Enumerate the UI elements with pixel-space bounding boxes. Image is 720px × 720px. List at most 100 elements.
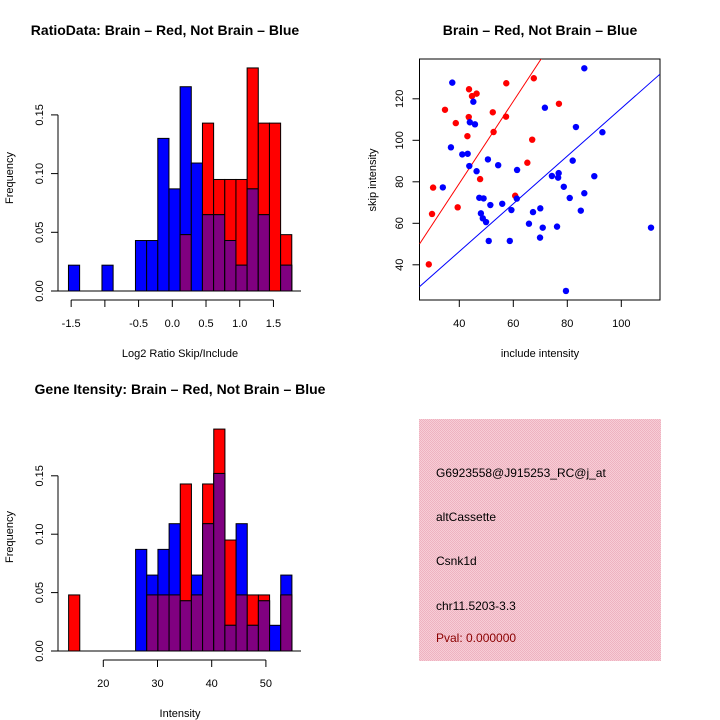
x-tick-label: 30 [151,678,163,690]
bar-overlap [280,264,293,292]
not-brain-point [581,190,588,197]
not-brain-point [572,123,580,131]
y-tick-label: 100 [394,131,406,149]
ratio-histogram-title: RatioData: Brain – Red, Not Brain – Blue [31,22,300,38]
scatter-title: Brain – Red, Not Brain – Blue [443,22,638,38]
brain-point [490,128,497,136]
not-brain-point [569,157,576,164]
not-brain-point [484,156,492,163]
not-brain-point [466,162,473,170]
ratio-histogram-axes: 0.00 0.05 0.10 0.15 -1.5 -0.5 0.0 0.5 1.0 1.5 [34,104,301,330]
x-tick-label: 80 [561,318,573,330]
not-brain-point [525,220,533,227]
not-brain-point [485,237,492,245]
y-tick-label: 0.00 [34,280,46,301]
bar-overlap [257,600,271,652]
not-brain-point [513,195,521,202]
not-brain-point [566,194,573,202]
bar-not-brain [157,137,170,292]
bar-not-brain [168,188,181,292]
y-tick-label: 0.05 [34,582,46,603]
intensity-histogram-title: Gene Itensity: Brain – Red, Not Brain – … [35,381,326,397]
x-tick-label: 0.5 [198,318,213,330]
not-brain-point [554,174,562,181]
x-tick-label: 60 [507,318,519,330]
not-brain-point [471,121,479,128]
bar-overlap [257,214,270,292]
ratio-histogram: RatioData: Brain – Red, Not Brain – Blue… [4,22,301,360]
x-tick-label: 0.0 [165,318,180,330]
bar-overlap [235,594,248,652]
intensity-histogram-ylabel: Frequency [4,511,16,563]
brain-point [473,90,480,97]
y-tick-label: 0.15 [34,465,46,486]
intensity-scatter: Brain – Red, Not Brain – Blue 40 60 80 1004… [367,22,661,360]
bar-overlap [280,594,293,652]
not-brain-point [506,237,513,245]
probe-id: G6923558@J915253_RC@j_at [436,466,606,480]
bar-overlap [202,523,215,652]
bar-not-brain [135,548,148,652]
not-brain-point [499,200,506,207]
bar-not-brain [101,264,114,292]
bar-overlap [179,234,192,292]
not-brain-point [647,224,655,231]
scatter-xlabel: include intensity [501,348,580,360]
not-brain-point [470,98,477,105]
not-brain-point [508,206,515,214]
brain-point [425,261,432,268]
brain-point [428,210,436,218]
not-brain-point [599,129,606,136]
brain-point [502,113,510,120]
y-tick-label: 0.10 [34,163,46,184]
brain-point [465,86,473,93]
x-tick-label: -1.5 [62,318,81,330]
bar-brain [268,122,282,292]
ratio-histogram-bars [67,67,293,292]
y-tick-label: 0.10 [34,523,46,544]
brain-point [465,113,472,121]
brain-point [429,184,437,191]
y-tick-label: 0.00 [34,640,46,661]
ratio-histogram-xlabel: Log2 Ratio Skip/Include [122,348,238,360]
y-tick-label: 0.15 [34,104,46,125]
y-tick-label: 120 [394,90,406,108]
x-tick-label: 100 [612,318,630,330]
y-tick-label: 40 [394,259,406,271]
x-tick-label: 1.0 [232,318,247,330]
not-brain-point [466,119,474,126]
not-brain-point [581,65,588,72]
bar-overlap [146,594,159,652]
bar-overlap [157,594,170,652]
scatter-plot-box [419,58,661,301]
not-brain-point [494,162,502,169]
intensity-histogram-xlabel: Intensity [160,708,201,720]
y-tick-label: 60 [394,217,406,229]
ratio-histogram-ylabel: Frequency [4,152,16,204]
bar-not-brain [67,264,81,292]
event-type: altCassette [436,510,496,524]
info-panel-background [419,419,661,661]
not-brain-point [513,166,521,174]
not-brain-point [536,234,544,241]
bar-brain [68,594,81,652]
not-brain-point [447,144,455,151]
not-brain-point [539,224,546,231]
not-brain-point [529,208,537,216]
not-brain-point [487,201,494,209]
bar-not-brain [269,624,282,652]
bar-overlap [168,594,181,652]
x-tick-label: 50 [260,678,272,690]
brain-point [555,100,563,107]
not-brain-point [449,79,456,86]
bar-not-brain [134,240,148,292]
info-panel: G6923558@J915253_RC@j_at altCassette Csn… [419,419,661,661]
intensity-histogram: Gene Itensity: Brain – Red, Not Brain – … [4,381,326,720]
intensity-histogram-axes: 0.00 0.05 0.10 0.15 20 30 40 50 [34,465,301,690]
not-brain-point [464,150,471,157]
not-brain-point [439,184,447,191]
x-tick-label: -0.5 [129,318,148,330]
bar-not-brain [146,240,159,292]
not-brain-point [577,207,584,214]
